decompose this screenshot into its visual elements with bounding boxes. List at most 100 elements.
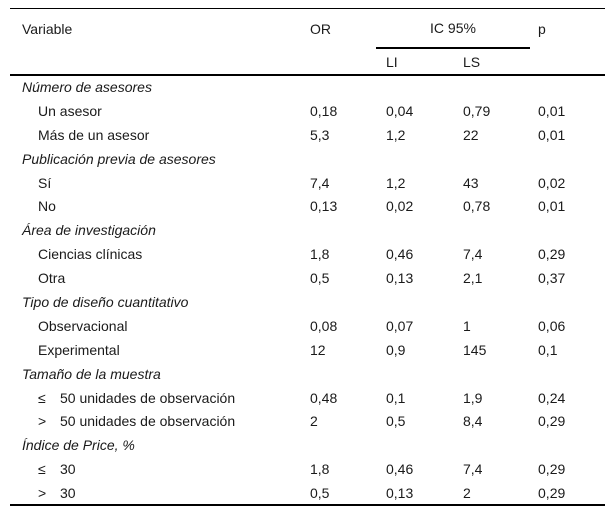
data-row: Más de un asesor 5,3 1,2 22 0,01 <box>10 123 605 147</box>
row-label: Un asesor <box>38 102 102 119</box>
row-label: Sí <box>38 174 52 191</box>
regression-results-table: Variable OR IC 95% p LI LS Número de ase… <box>10 8 606 507</box>
p-value: 0,01 <box>538 102 566 119</box>
or-value: 0,48 <box>310 389 338 406</box>
p-value: 0,29 <box>538 484 566 501</box>
column-header-ic95: IC 95% <box>376 8 531 49</box>
or-value: 2 <box>310 413 318 430</box>
row-label: Experimental <box>38 341 120 358</box>
group-row: Tamaño de la muestra <box>10 362 605 386</box>
li-value: 0,02 <box>386 198 414 215</box>
li-value: 1,2 <box>386 174 406 191</box>
group-label: Publicación previa de asesores <box>22 150 216 167</box>
table-body: Número de asesores Un asesor 0,18 0,04 0,79 0… <box>10 75 605 505</box>
li-value: 0,46 <box>386 246 414 263</box>
ls-value: 0,79 <box>463 102 491 119</box>
group-label: Tipo de diseño cuantitativo <box>22 293 189 310</box>
row-label: No <box>38 198 56 215</box>
group-label: Índice de Price, % <box>22 437 135 454</box>
data-row: No 0,13 0,02 0,78 0,01 <box>10 194 605 218</box>
p-value: 0,1 <box>538 341 558 358</box>
li-value: 0,04 <box>386 102 414 119</box>
p-value: 0,24 <box>538 389 566 406</box>
or-value: 0,18 <box>310 102 338 119</box>
group-row: Número de asesores <box>10 75 605 99</box>
ls-value: 7,4 <box>463 461 483 478</box>
li-value: 1,2 <box>386 126 406 143</box>
li-value: 0,46 <box>386 461 414 478</box>
li-value: 0,5 <box>386 413 406 430</box>
li-value: 0,07 <box>386 317 414 334</box>
comparator-symbol: > <box>38 484 47 501</box>
header-row-2: LI LS <box>10 48 605 75</box>
comparator-symbol: ≤ <box>38 389 46 406</box>
row-label: Observacional <box>38 317 128 334</box>
p-value: 0,29 <box>538 461 566 478</box>
p-value: 0,29 <box>538 246 566 263</box>
or-value: 12 <box>310 341 326 358</box>
p-value: 0,02 <box>538 174 566 191</box>
p-value: 0,37 <box>538 270 566 287</box>
data-row: ≤30 1,8 0,46 7,4 0,29 <box>10 457 605 481</box>
table-header: Variable OR IC 95% p LI LS <box>10 8 606 75</box>
data-row: >30 0,5 0,13 2 0,29 <box>10 481 605 505</box>
or-value: 0,5 <box>310 484 330 501</box>
paper-table-figure: Variable OR IC 95% p LI LS Número de ase… <box>0 8 616 527</box>
ls-value: 8,4 <box>463 413 483 430</box>
ls-value: 1 <box>463 317 471 334</box>
or-value: 5,3 <box>310 126 330 143</box>
li-value: 0,1 <box>386 389 406 406</box>
column-header-li: LI <box>386 53 398 70</box>
or-value: 1,8 <box>310 246 330 263</box>
group-label: Número de asesores <box>22 79 152 96</box>
data-row: Sí 7,4 1,2 43 0,02 <box>10 171 605 195</box>
header-spacer <box>10 48 300 75</box>
group-label: Tamaño de la muestra <box>22 365 161 382</box>
p-value: 0,01 <box>538 126 566 143</box>
data-row: ≤50 unidades de observación 0,48 0,1 1,9 0,2… <box>10 386 605 410</box>
row-label: >50 unidades de observación <box>38 413 236 430</box>
or-value: 7,4 <box>310 174 330 191</box>
data-row: Otra 0,5 0,13 2,1 0,37 <box>10 266 605 290</box>
group-row: Índice de Price, % <box>10 433 605 457</box>
row-label: Más de un asesor <box>38 126 150 143</box>
data-row: >50 unidades de observación 2 0,5 8,4 0,29 <box>10 409 605 433</box>
p-value: 0,29 <box>538 413 566 430</box>
data-row: Experimental 12 0,9 145 0,1 <box>10 338 605 362</box>
group-row: Área de investigación <box>10 218 605 242</box>
row-label: Ciencias clínicas <box>38 246 143 263</box>
data-row: Ciencias clínicas 1,8 0,46 7,4 0,29 <box>10 242 605 266</box>
row-label: ≤30 <box>38 461 76 478</box>
or-value: 0,5 <box>310 270 330 287</box>
column-header-p: p <box>538 20 546 37</box>
ls-value: 22 <box>463 126 479 143</box>
comparator-symbol: > <box>38 413 47 430</box>
row-label: Otra <box>38 270 66 287</box>
column-header-variable: Variable <box>22 20 73 37</box>
ls-value: 145 <box>463 341 487 358</box>
row-label: >30 <box>38 484 76 501</box>
ls-value: 2 <box>463 484 471 501</box>
or-value: 0,13 <box>310 198 338 215</box>
p-value: 0,01 <box>538 198 566 215</box>
header-row-1: Variable OR IC 95% p <box>10 8 605 49</box>
ls-value: 2,1 <box>463 270 483 287</box>
group-row: Tipo de diseño cuantitativo <box>10 290 605 314</box>
header-spacer <box>530 48 605 75</box>
ls-value: 0,78 <box>463 198 491 215</box>
ls-value: 43 <box>463 174 479 191</box>
header-spacer <box>300 48 376 75</box>
li-value: 0,13 <box>386 484 414 501</box>
or-value: 0,08 <box>310 317 338 334</box>
ls-value: 1,9 <box>463 389 483 406</box>
data-row: Un asesor 0,18 0,04 0,79 0,01 <box>10 99 605 123</box>
group-label: Área de investigación <box>22 222 156 239</box>
ls-value: 7,4 <box>463 246 483 263</box>
column-header-or: OR <box>310 20 331 37</box>
or-value: 1,8 <box>310 461 330 478</box>
li-value: 0,13 <box>386 270 414 287</box>
row-label: ≤50 unidades de observación <box>38 389 236 406</box>
column-header-ls: LS <box>463 53 481 70</box>
group-row: Publicación previa de asesores <box>10 147 605 171</box>
data-row: Observacional 0,08 0,07 1 0,06 <box>10 314 605 338</box>
